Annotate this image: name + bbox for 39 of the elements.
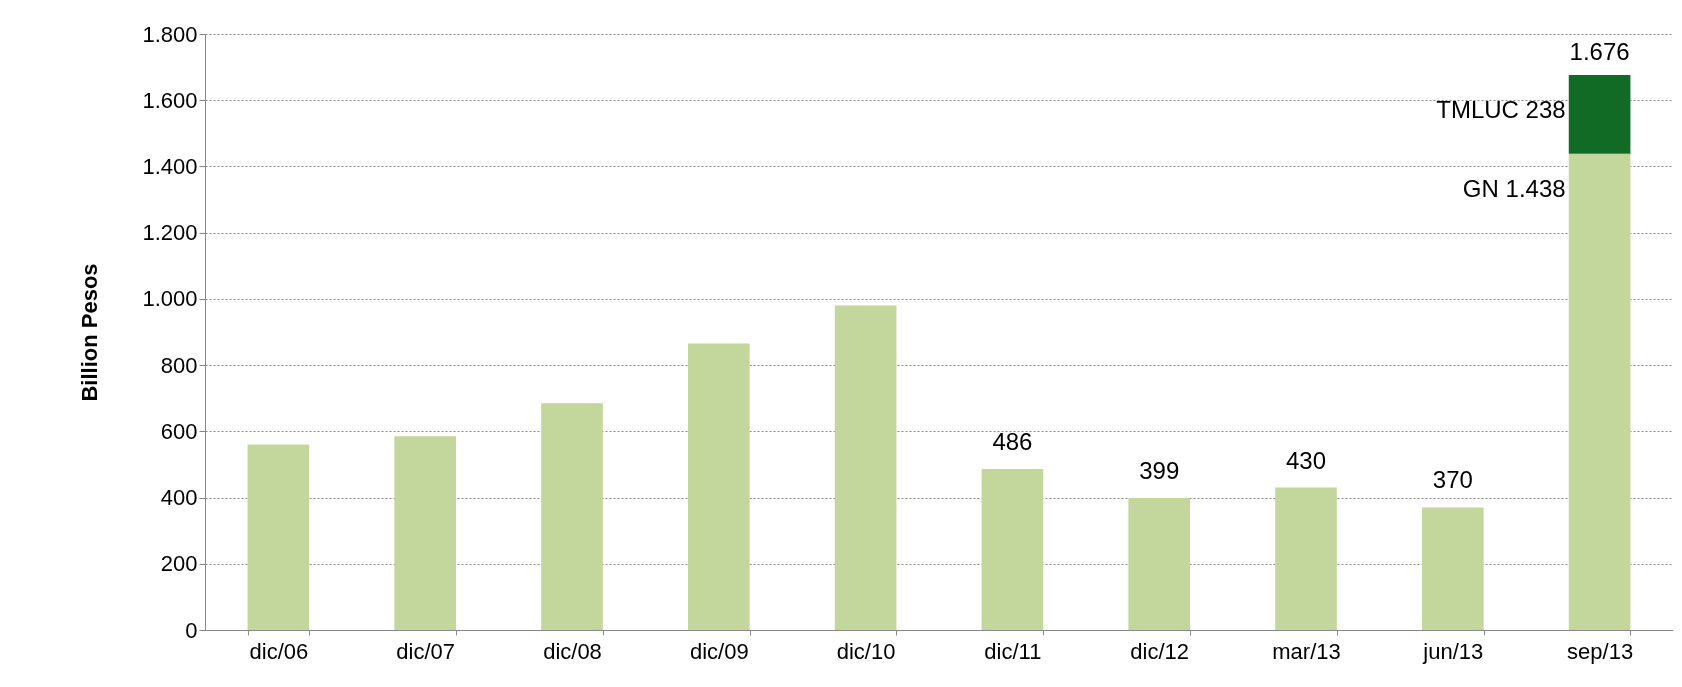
data-label: 486	[992, 428, 1033, 456]
bar	[394, 436, 457, 630]
x-tick-label: dic/07	[396, 638, 456, 664]
x-tick-label: dic/09	[689, 638, 749, 664]
y-tick-label: 1.800	[142, 21, 198, 47]
x-tick-label: sep/13	[1567, 638, 1634, 664]
y-tick-label: 400	[160, 485, 198, 511]
bar	[541, 403, 603, 630]
y-tick-label: 800	[160, 352, 198, 378]
y-tick-label: 0	[185, 617, 198, 643]
bar	[1421, 507, 1484, 630]
data-label: 370	[1432, 466, 1473, 494]
x-tick-label: jun/13	[1422, 638, 1484, 664]
y-tick-label: 1.200	[142, 220, 198, 246]
text: TMLUC 238	[1436, 96, 1566, 124]
data-label: 430	[1285, 446, 1327, 474]
y-tick-label: 600	[160, 418, 198, 444]
bar	[981, 469, 1044, 630]
y-tick-label: 1.000	[142, 286, 198, 312]
bar	[1568, 75, 1631, 154]
x-tick-label: dic/11	[984, 638, 1042, 664]
bar	[247, 444, 310, 630]
data-label: 399	[1139, 456, 1180, 484]
bar	[1275, 487, 1337, 630]
bar	[834, 305, 897, 630]
total-label: 1.676	[1569, 38, 1630, 66]
x-tick-label: dic/12	[1130, 638, 1190, 664]
x-tick-label: mar/13	[1272, 638, 1341, 664]
y-tick-label: 1.600	[142, 87, 198, 113]
bar	[687, 343, 750, 630]
text: GN 1.438	[1462, 174, 1566, 202]
x-tick-label: dic/10	[836, 638, 896, 664]
bar	[1568, 153, 1631, 630]
y-axis-title: Billion Pesos	[77, 263, 103, 402]
x-tick-label: dic/06	[249, 638, 309, 664]
y-tick-label: 1.400	[142, 153, 198, 179]
bar	[1128, 497, 1191, 630]
x-tick-label: dic/08	[543, 638, 602, 664]
y-tick-label: 200	[160, 551, 198, 577]
